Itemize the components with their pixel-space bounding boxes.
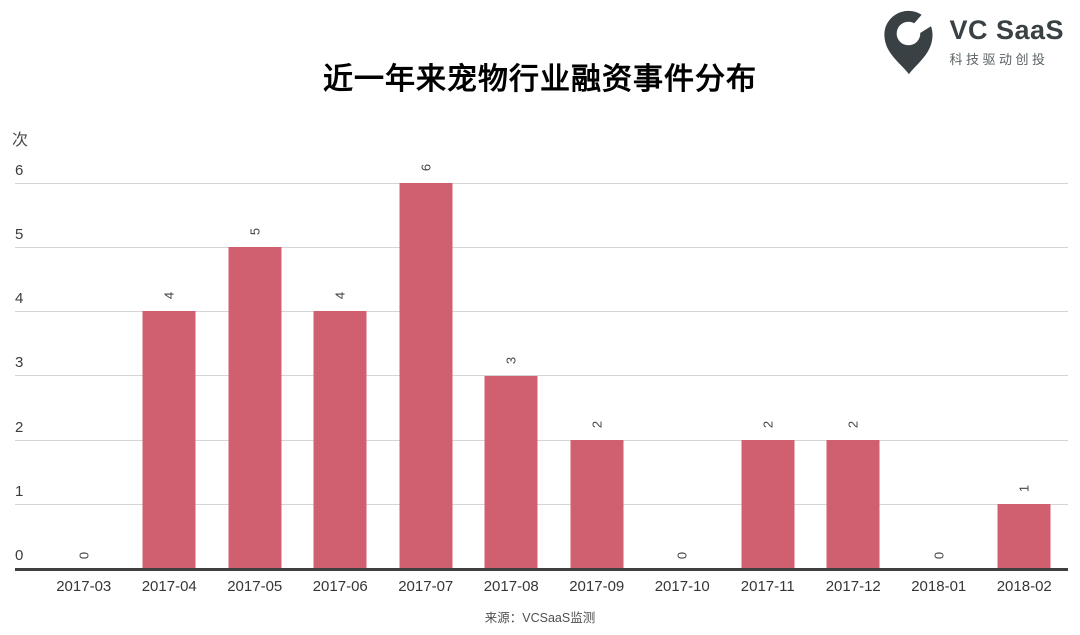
bar [826, 439, 880, 568]
x-tick-label: 2018-02 [996, 578, 1052, 595]
bar-value-label: 2 [760, 420, 776, 428]
x-tick-label: 2017-10 [654, 578, 710, 595]
bar-value-label: 2 [845, 420, 861, 428]
bar-slot: 5 [212, 183, 298, 568]
x-tick-label: 2017-03 [56, 578, 112, 595]
bar [570, 439, 624, 568]
logo-tagline: 科技驱动创投 [949, 52, 1049, 68]
bar-slot: 0 [41, 183, 127, 568]
bar-value-label: 2 [589, 420, 605, 428]
bar-value-label: 4 [161, 292, 177, 300]
bar-slot: 4 [127, 183, 213, 568]
bar [399, 182, 453, 568]
bar-value-label: 5 [247, 228, 263, 236]
x-tick-label: 2017-05 [227, 578, 283, 595]
logo-text: VC SaaS 科技驱动创投 [949, 14, 1064, 69]
bar-value-label: 1 [1016, 484, 1032, 492]
x-axis-labels: 2017-03 2017-04 2017-05 2017-06 2017-07 2017-… [41, 578, 1067, 595]
bar-slot: 0 [896, 183, 982, 568]
bar [484, 375, 538, 568]
bar-slot: 6 [383, 164, 469, 568]
x-tick-label: 2017-04 [141, 578, 197, 595]
y-tick-label: 1 [15, 482, 24, 500]
bar-slot: 2 [811, 183, 897, 568]
bar [741, 439, 795, 568]
chart-title: 近一年来宠物行业融资事件分布 [323, 63, 757, 96]
bar-value-label: 0 [674, 551, 690, 560]
bar-value-label: 6 [418, 163, 434, 172]
gridline [15, 375, 1068, 377]
gridline [15, 182, 1068, 184]
x-axis-line [15, 568, 1068, 571]
x-tick-label: 2017-12 [825, 578, 881, 595]
y-tick-label: 4 [15, 290, 24, 308]
bar-slot: 0 [640, 183, 726, 568]
gridline [15, 311, 1068, 313]
logo-name: VC SaaS [949, 14, 1064, 45]
x-tick-label: 2017-09 [569, 578, 625, 595]
gridline [15, 503, 1068, 505]
gridline [15, 439, 1068, 441]
bars-area: 0 4 5 4 6 3 2 0 2 2 0 1 [41, 164, 1068, 568]
bar [997, 503, 1051, 568]
bar-value-label: 0 [931, 551, 947, 560]
y-tick-label: 2 [15, 418, 24, 436]
vcsaas-pin-icon [877, 8, 940, 76]
y-axis-unit-label: 次 [12, 132, 29, 149]
x-tick-label: 2017-06 [312, 578, 368, 595]
x-tick-label: 2017-07 [398, 578, 454, 595]
bar [142, 311, 196, 568]
bar-slot: 4 [298, 183, 384, 568]
bar-value-label: 0 [76, 551, 92, 560]
vcsaas-logo: VC SaaS 科技驱动创投 [877, 8, 1064, 76]
bar-slot: 1 [982, 183, 1068, 568]
bar-slot: 2 [554, 183, 640, 568]
bar-value-label: 4 [332, 292, 348, 300]
y-tick-label: 6 [15, 161, 24, 179]
y-tick-label: 0 [15, 547, 24, 564]
source-note: 来源：VCSaaS监测 [484, 611, 596, 625]
gridline [15, 247, 1068, 249]
bar-slot: 2 [725, 183, 811, 568]
y-tick-label: 3 [15, 354, 24, 372]
bar [313, 311, 367, 568]
bar-slot: 3 [469, 183, 555, 568]
x-tick-label: 2017-08 [483, 578, 539, 595]
bar [228, 247, 282, 568]
y-tick-label: 5 [15, 226, 24, 244]
x-tick-label: 2017-11 [740, 578, 795, 595]
bar-value-label: 3 [503, 356, 519, 364]
x-tick-label: 2018-01 [911, 578, 967, 595]
